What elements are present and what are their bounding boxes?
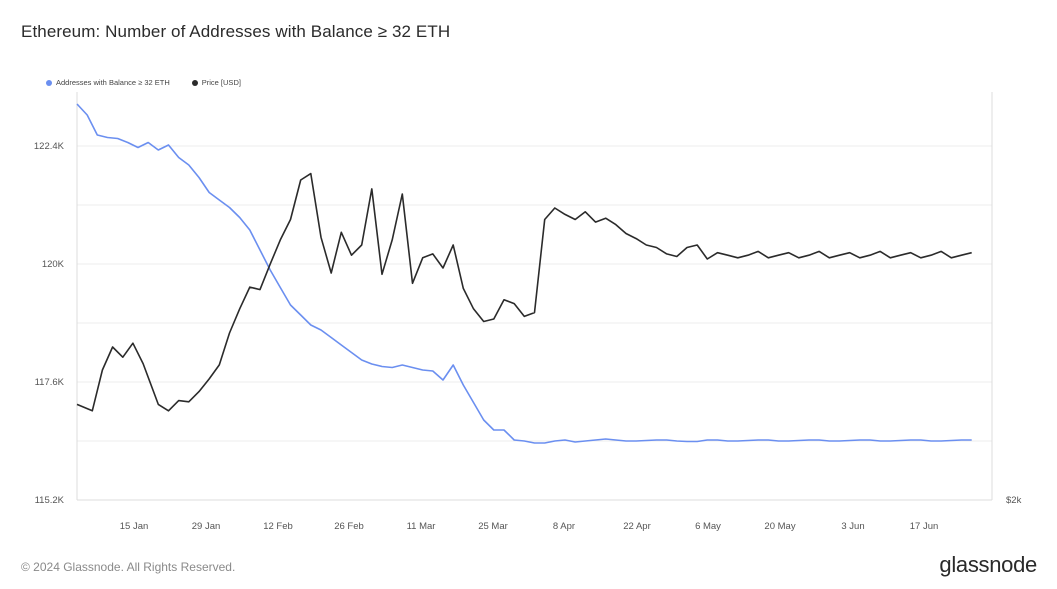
y-tick-label: 122.4K — [34, 141, 65, 152]
x-tick-label: 3 Jun — [841, 521, 864, 532]
x-tick-label: 20 May — [764, 521, 795, 532]
y-axis-ticks: 122.4K 120K 117.6K 115.2K — [34, 141, 65, 506]
copyright-text: © 2024 Glassnode. All Rights Reserved. — [21, 560, 236, 574]
x-tick-label: 29 Jan — [192, 521, 221, 532]
x-tick-label: 26 Feb — [334, 521, 364, 532]
y-tick-label: 115.2K — [35, 495, 65, 506]
chart-title: Ethereum: Number of Addresses with Balan… — [21, 22, 451, 41]
brand-logo: glassnode — [939, 552, 1037, 577]
x-tick-label: 17 Jun — [910, 521, 939, 532]
y-tick-label: 117.6K — [35, 377, 65, 388]
x-tick-label: 15 Jan — [120, 521, 149, 532]
x-tick-label: 25 Mar — [478, 521, 508, 532]
right-y-tick-label: $2k — [1006, 495, 1022, 506]
legend: Addresses with Balance ≥ 32 ETH Price [U… — [46, 78, 241, 87]
legend-item-addresses[interactable]: Addresses with Balance ≥ 32 ETH — [46, 78, 170, 87]
legend-label-price: Price [USD] — [201, 78, 241, 87]
legend-item-price[interactable]: Price [USD] — [191, 78, 241, 87]
x-axis-ticks: 15 Jan 29 Jan 12 Feb 26 Feb 11 Mar 25 Mar 8 Ap… — [120, 521, 939, 532]
x-tick-label: 22 Apr — [623, 521, 650, 532]
series-layer — [76, 103, 972, 444]
addresses-series-line — [76, 103, 972, 444]
price-series-line — [76, 172, 972, 412]
x-tick-label: 11 Mar — [407, 521, 436, 532]
x-tick-label: 8 Apr — [553, 521, 575, 532]
legend-label-addresses: Addresses with Balance ≥ 32 ETH — [56, 78, 170, 87]
legend-dot-icon — [191, 79, 198, 86]
x-tick-label: 6 May — [695, 521, 721, 532]
x-tick-label: 12 Feb — [263, 521, 293, 532]
gridlines — [77, 145, 992, 442]
y-tick-label: 120K — [42, 259, 65, 270]
legend-dot-icon — [46, 79, 52, 86]
